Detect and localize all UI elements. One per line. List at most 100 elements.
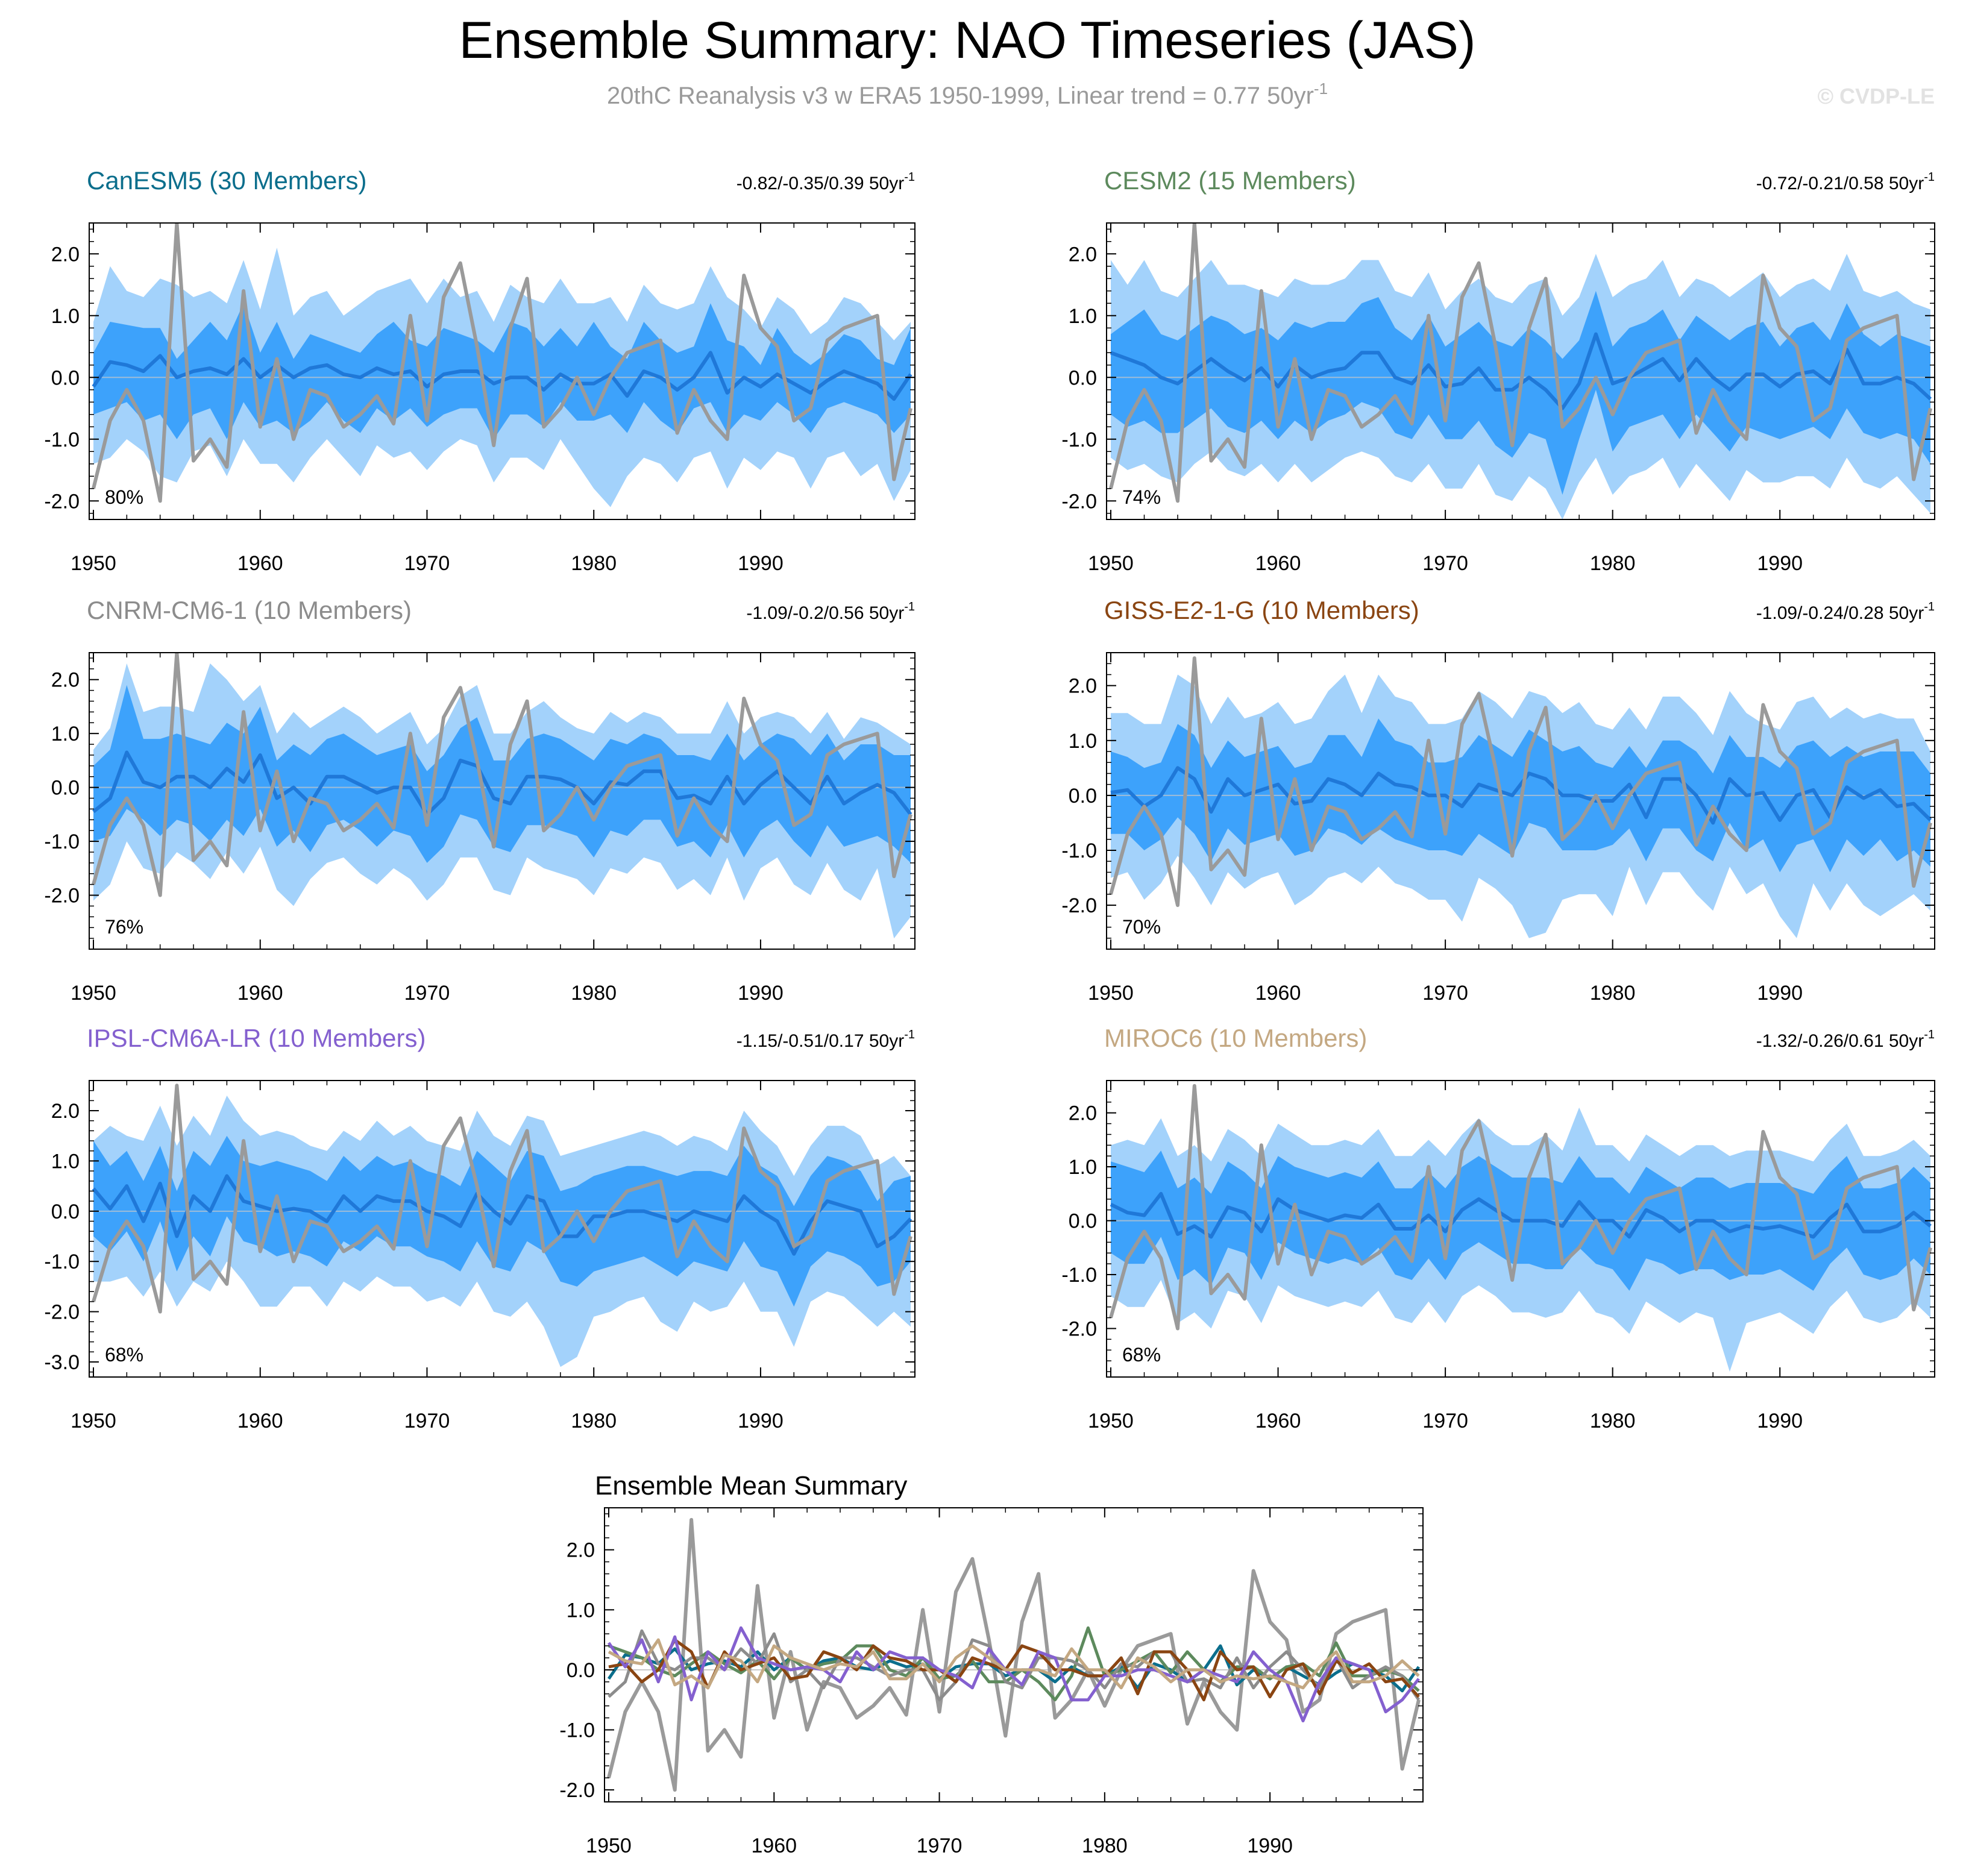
- summary-ytick-label: -2.0: [559, 1779, 595, 1802]
- panel-cesm2-ytick-label: -2.0: [1061, 490, 1097, 513]
- panel-cesm2-ytick-label: 0.0: [1069, 366, 1097, 389]
- panel-miroc6-ytick-label: 0.0: [1069, 1210, 1097, 1233]
- panel-cesm2-ytick-label: 2.0: [1069, 243, 1097, 266]
- panel-canesm5-percent-label: 80%: [105, 486, 143, 508]
- watermark: © CVDP-LE: [1817, 84, 1935, 108]
- panel-giss-e2-1-g-ensemble-mean-line: [1110, 766, 1932, 825]
- panel-cnrm-cm6-1-xtick-label: 1960: [237, 982, 283, 1005]
- panel-grid: CanESM5 (30 Members) -0.82/-0.35/0.39 50y…: [44, 166, 1935, 1432]
- panel-cesm2-xtick-label: 1960: [1255, 552, 1301, 575]
- panel-canesm5-observed-line: [92, 223, 912, 503]
- summary-xtick-label: 1960: [751, 1834, 797, 1857]
- panel-cesm2-xtick-label: 1990: [1757, 552, 1803, 575]
- panel-cesm2: CESM2 (15 Members) -0.72/-0.21/0.58 50yr-…: [1061, 166, 1935, 575]
- summary-mean-line-giss-e2-1-g: [608, 1638, 1420, 1702]
- panel-giss-e2-1-g-ytick-label: 0.0: [1069, 785, 1097, 808]
- panel-miroc6-ytick-label: -1.0: [1061, 1264, 1097, 1287]
- panel-cesm2-percent-label: 74%: [1122, 486, 1161, 508]
- subtitle-superscript: -1: [1314, 80, 1328, 98]
- panel-canesm5-xtick-label: 1950: [71, 552, 116, 575]
- panel-canesm5-trend-range: -0.82/-0.35/0.39 50yr-1: [737, 171, 915, 193]
- panel-miroc6-percent-label: 68%: [1122, 1344, 1161, 1366]
- panel-canesm5-ytick-label: -1.0: [44, 428, 80, 451]
- panel-ipsl-cm6a-lr-trend-range-text: -1.15/-0.51/0.17 50yr: [737, 1031, 905, 1051]
- panel-cesm2-trend-range-sup: -1: [1924, 171, 1935, 184]
- panel-giss-e2-1-g-title: GISS-E2-1-G (10 Members): [1104, 596, 1419, 624]
- panel-ipsl-cm6a-lr-xtick-label: 1980: [571, 1410, 617, 1432]
- panel-cnrm-cm6-1-ytick-label: -1.0: [44, 830, 80, 853]
- panel-ipsl-cm6a-lr-plot-area: [89, 1084, 915, 1367]
- panel-giss-e2-1-g-xtick-label: 1980: [1590, 982, 1636, 1005]
- panel-cnrm-cm6-1-ytick-label: 0.0: [51, 777, 80, 800]
- panel-canesm5-ytick-label: -2.0: [44, 490, 80, 513]
- panel-canesm5-ytick-label: 1.0: [51, 305, 80, 328]
- ensemble-mean-summary-panel: Ensemble Mean Summary 2.0 1.0 0.0 -1.0 -2.0 19…: [559, 1471, 1424, 1857]
- panel-cnrm-cm6-1-xtick-label: 1980: [571, 982, 617, 1005]
- panel-cnrm-cm6-1-ytick-label: 1.0: [51, 723, 80, 745]
- panel-cesm2-plot-area: [1107, 223, 1935, 519]
- panel-ipsl-cm6a-lr-xtick-label: 1950: [71, 1410, 116, 1432]
- panel-miroc6-trend-range-sup: -1: [1924, 1028, 1935, 1041]
- panel-cesm2-trend-range-text: -0.72/-0.21/0.58 50yr: [1756, 174, 1924, 193]
- panel-giss-e2-1-g-ytick-label: -2.0: [1061, 894, 1097, 917]
- summary-mean-line-miroc6: [608, 1638, 1420, 1690]
- panel-cnrm-cm6-1-ytick-label: 2.0: [51, 669, 80, 692]
- panel-ipsl-cm6a-lr-ytick-label: 0.0: [51, 1200, 80, 1223]
- panel-miroc6-ytick-label: 1.0: [1069, 1156, 1097, 1179]
- panel-cesm2-trend-range: -0.72/-0.21/0.58 50yr-1: [1756, 171, 1935, 193]
- panel-miroc6-xtick-label: 1980: [1590, 1410, 1636, 1432]
- panel-miroc6-plot-area: [1107, 1084, 1935, 1372]
- panel-canesm5-trend-range-sup: -1: [904, 171, 915, 184]
- summary-xtick-label: 1970: [917, 1834, 963, 1857]
- summary-xtick-label: 1950: [586, 1834, 632, 1857]
- panel-ipsl-cm6a-lr-percent-label: 68%: [105, 1344, 143, 1366]
- panel-ipsl-cm6a-lr-observed-line: [92, 1084, 912, 1314]
- panel-miroc6-trend-range-text: -1.32/-0.26/0.61 50yr: [1756, 1031, 1924, 1051]
- panel-cnrm-cm6-1-percent-label: 76%: [105, 916, 143, 938]
- panel-giss-e2-1-g-xtick-label: 1960: [1255, 982, 1301, 1005]
- panel-cesm2-ytick-label: -1.0: [1061, 428, 1097, 451]
- panel-miroc6-ytick-label: 2.0: [1069, 1102, 1097, 1125]
- panel-giss-e2-1-g-plot-area: [1107, 656, 1935, 938]
- summary-title: Ensemble Mean Summary: [595, 1471, 907, 1501]
- panel-giss-e2-1-g-ytick-label: -1.0: [1061, 839, 1097, 862]
- summary-mean-line-cnrm-cm6-1: [608, 1629, 1421, 1702]
- panel-cnrm-cm6-1-observed-line: [92, 653, 912, 897]
- panel-cnrm-cm6-1-plot-area: [89, 653, 915, 939]
- panel-giss-e2-1-g-trend-range-sup: -1: [1924, 600, 1935, 613]
- panel-cesm2-frame: [1106, 222, 1935, 520]
- panel-canesm5-xtick-label: 1970: [404, 552, 450, 575]
- panel-giss-e2-1-g-observed-line: [1109, 656, 1932, 908]
- panel-cnrm-cm6-1-ytick-label: -2.0: [44, 885, 80, 908]
- panel-miroc6-observed-line: [1109, 1084, 1932, 1331]
- panel-cesm2-ytick-label: 1.0: [1069, 305, 1097, 328]
- panel-canesm5-title: CanESM5 (30 Members): [87, 166, 366, 195]
- panel-cnrm-cm6-1: CNRM-CM6-1 (10 Members) -1.09/-0.2/0.56 5…: [44, 596, 916, 1005]
- panel-canesm5-xtick-label: 1960: [237, 552, 283, 575]
- panel-cesm2-observed-line: [1109, 223, 1932, 503]
- summary-ytick-label: -1.0: [559, 1719, 595, 1742]
- panel-ipsl-cm6a-lr-trend-range: -1.15/-0.51/0.17 50yr-1: [737, 1028, 915, 1051]
- panel-cesm2-xtick-label: 1950: [1088, 552, 1134, 575]
- panel-cnrm-cm6-1-trend-range: -1.09/-0.2/0.56 50yr-1: [746, 600, 915, 623]
- panel-ipsl-cm6a-lr-xtick-label: 1960: [237, 1410, 283, 1432]
- panel-canesm5-xtick-label: 1990: [738, 552, 784, 575]
- panel-ipsl-cm6a-lr-trend-range-sup: -1: [904, 1028, 915, 1041]
- panel-cesm2-xtick-label: 1970: [1422, 552, 1468, 575]
- panel-miroc6-xtick-label: 1970: [1422, 1410, 1468, 1432]
- panel-cnrm-cm6-1-frame: [89, 652, 916, 950]
- panel-cnrm-cm6-1-trend-range-sup: -1: [904, 600, 915, 613]
- panel-canesm5-frame: [89, 222, 916, 520]
- panel-ipsl-cm6a-lr-ytick-label: -3.0: [44, 1351, 80, 1374]
- panel-miroc6-title: MIROC6 (10 Members): [1104, 1024, 1367, 1052]
- panel-giss-e2-1-g: GISS-E2-1-G (10 Members) -1.09/-0.24/0.28…: [1061, 596, 1935, 1005]
- panel-cnrm-cm6-1-xtick-label: 1950: [71, 982, 116, 1005]
- panel-giss-e2-1-g-xtick-label: 1990: [1757, 982, 1803, 1005]
- panel-giss-e2-1-g-frame: [1106, 652, 1935, 950]
- summary-xtick-label: 1980: [1082, 1834, 1128, 1857]
- panel-ipsl-cm6a-lr-xtick-label: 1970: [404, 1410, 450, 1432]
- summary-frame: [604, 1507, 1424, 1802]
- panel-giss-e2-1-g-xtick-label: 1970: [1422, 982, 1468, 1005]
- panel-miroc6-xtick-label: 1950: [1088, 1410, 1134, 1432]
- panel-canesm5-trend-range-text: -0.82/-0.35/0.39 50yr: [737, 174, 905, 193]
